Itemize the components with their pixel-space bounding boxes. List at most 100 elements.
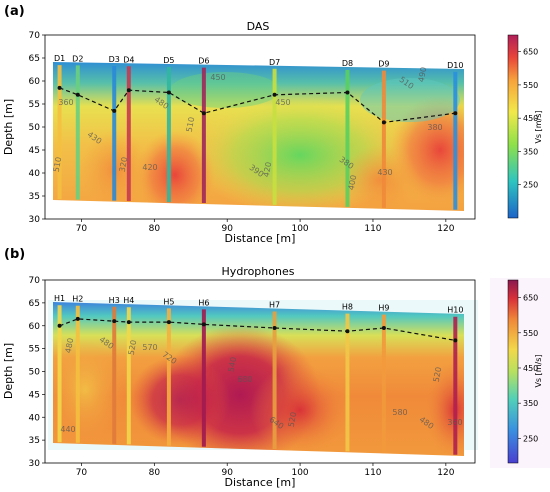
panel-label-b: (b) bbox=[4, 247, 25, 262]
das-y-tick-label: 70 bbox=[29, 31, 41, 41]
hydrophones-contour-label: 520 bbox=[127, 339, 139, 356]
das-well-label: D6 bbox=[198, 57, 209, 66]
das-y-tick-label: 35 bbox=[29, 192, 40, 202]
hydrophones-well-label: H1 bbox=[54, 294, 65, 303]
das-contour-label: 510 bbox=[52, 156, 64, 173]
das-interface-point bbox=[381, 120, 386, 125]
das-interface-point bbox=[75, 92, 80, 97]
hydrophones-interface-line bbox=[59, 318, 456, 341]
hydrophones-colorbar-tick-label: 350 bbox=[523, 399, 538, 408]
hydrophones-y-tick-label: 45 bbox=[29, 390, 40, 400]
hydrophones-xlabel: Distance [m] bbox=[225, 476, 296, 489]
hydrophones-colorbar-label: Vs [m/s] bbox=[534, 354, 543, 387]
das-interface-point bbox=[453, 111, 458, 116]
hydrophones-interface-point bbox=[453, 338, 458, 343]
das-interface-point bbox=[57, 85, 62, 90]
das-colorbar-tick-label: 550 bbox=[523, 81, 538, 90]
hydrophones-colorbar-ticks: 650 550 450 350 250 bbox=[518, 294, 538, 443]
hydrophones-well-label: H6 bbox=[198, 298, 209, 307]
das-contour-label: 450 bbox=[275, 98, 290, 107]
das-x-tick-label: 70 bbox=[76, 224, 88, 234]
hydrophones-colorbar-tick-label: 650 bbox=[523, 294, 538, 303]
das-colorbar-tick-label: 350 bbox=[523, 147, 538, 156]
hydrophones-y-tick-label: 55 bbox=[29, 345, 40, 355]
das-colorbar bbox=[507, 34, 519, 219]
das-contour-label: 420 bbox=[142, 163, 157, 172]
das-colorbar-ticks: 650 550 450 350 250 bbox=[518, 48, 538, 190]
das-contour-label: 490 bbox=[417, 66, 429, 83]
das-contour-label: 430 bbox=[377, 168, 392, 177]
das-contour-label: 510 bbox=[185, 116, 197, 133]
das-contour-label: 380 bbox=[427, 123, 442, 132]
hydrophones-x-ticks: 70 80 90 100 110 120 bbox=[76, 463, 455, 478]
hydrophones-contour-label: 680 bbox=[237, 375, 252, 384]
hydrophones-x-tick-label: 110 bbox=[364, 468, 381, 478]
hydrophones-x-tick-label: 90 bbox=[221, 468, 233, 478]
das-contour-label: 400 bbox=[347, 174, 359, 191]
hydrophones-y-tick-label: 35 bbox=[29, 436, 40, 446]
hydrophones-boreholes: H1 H2 H3 H4 H5 H6 H7 H8 H9 H10 bbox=[54, 294, 463, 455]
hydrophones-interface-point bbox=[112, 319, 117, 324]
hydrophones-y-tick-label: 65 bbox=[29, 299, 40, 309]
hydrophones-contour-label: 480 bbox=[64, 337, 76, 354]
hydrophones-contour-label: 440 bbox=[60, 425, 75, 434]
das-y-ticks: 70 65 60 55 50 45 40 35 30 bbox=[29, 31, 45, 225]
hydrophones-title: Hydrophones bbox=[222, 265, 295, 278]
hydrophones-y-tick-label: 60 bbox=[29, 322, 41, 332]
das-well-label: D3 bbox=[109, 55, 120, 64]
das-colorbar-tick-label: 250 bbox=[523, 181, 538, 190]
das-x-tick-label: 80 bbox=[149, 224, 161, 234]
das-contour-label: 450 bbox=[210, 73, 225, 82]
das-y-tick-label: 45 bbox=[29, 146, 40, 156]
das-well-label: D7 bbox=[269, 58, 280, 67]
hydrophones-colorbar-tick-label: 450 bbox=[523, 364, 538, 373]
hydrophones-well-label: H7 bbox=[269, 300, 280, 309]
hydrophones-interface-point bbox=[345, 329, 350, 334]
das-well-label: D10 bbox=[447, 61, 463, 70]
das-y-tick-label: 50 bbox=[29, 123, 41, 133]
das-panel: (a) DAS D1 D2 D3 D4 D5 D6 D7 D8 D9 D10 510 360 430 3… bbox=[2, 4, 543, 245]
hydrophones-x-tick-label: 70 bbox=[76, 468, 88, 478]
das-colorbar-tick-label: 450 bbox=[523, 114, 538, 123]
hydrophones-contour-label: 580 bbox=[392, 408, 407, 417]
das-velocity-field bbox=[53, 62, 464, 211]
hydrophones-well-label: H8 bbox=[342, 303, 353, 312]
das-contour-label: 420 bbox=[262, 161, 274, 178]
panel-label-a: (a) bbox=[4, 4, 25, 19]
das-x-ticks: 70 80 90 100 110 120 bbox=[76, 219, 455, 234]
das-interface-point bbox=[201, 111, 206, 116]
colorbar-halo bbox=[490, 278, 550, 468]
das-interface-point bbox=[272, 92, 277, 97]
hydrophones-x-tick-label: 120 bbox=[437, 468, 454, 478]
das-well-label: D8 bbox=[342, 59, 353, 68]
das-interface-point bbox=[126, 88, 131, 93]
hydrophones-y-tick-label: 30 bbox=[29, 459, 41, 469]
das-x-tick-label: 110 bbox=[364, 224, 381, 234]
das-interface-point bbox=[345, 90, 350, 95]
das-y-tick-label: 30 bbox=[29, 215, 41, 225]
das-x-tick-label: 120 bbox=[437, 224, 454, 234]
das-x-tick-label: 100 bbox=[291, 224, 308, 234]
hydrophones-colorbar-tick-label: 550 bbox=[523, 329, 538, 338]
das-interface-points bbox=[57, 85, 458, 125]
das-y-tick-label: 40 bbox=[29, 169, 41, 179]
das-contour-label: 320 bbox=[118, 156, 130, 173]
das-well-label: D2 bbox=[72, 54, 83, 63]
hydrophones-well-label: H2 bbox=[72, 295, 83, 304]
das-y-tick-label: 65 bbox=[29, 54, 40, 64]
das-colorbar-label: Vs [m/s] bbox=[534, 110, 543, 143]
das-y-tick-label: 55 bbox=[29, 100, 40, 110]
hydrophones-x-tick-label: 100 bbox=[291, 468, 308, 478]
hydrophones-interface-point bbox=[166, 320, 171, 325]
das-interface-point bbox=[166, 90, 171, 95]
hydrophones-interface-point bbox=[201, 322, 206, 327]
hydrophones-well-label: H9 bbox=[378, 304, 389, 313]
hydrophones-interface-points bbox=[57, 316, 458, 343]
hydrophones-velocity-field bbox=[53, 302, 464, 456]
das-well-label: D4 bbox=[123, 55, 134, 64]
das-xlabel: Distance [m] bbox=[225, 232, 296, 245]
das-x-tick-label: 90 bbox=[221, 224, 233, 234]
hydrophones-well-label: H3 bbox=[109, 296, 120, 305]
hydrophones-contour-label: 570 bbox=[142, 343, 157, 352]
